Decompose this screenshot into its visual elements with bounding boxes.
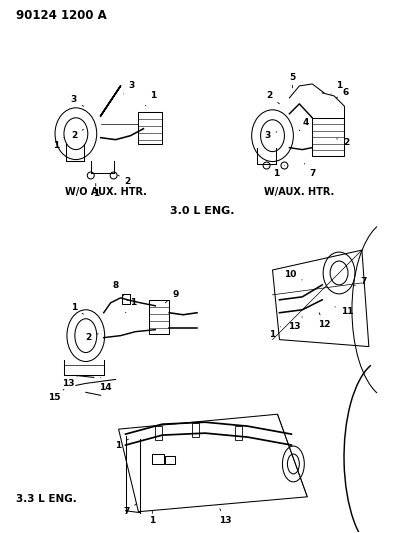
Text: 5: 5 <box>289 74 296 88</box>
Text: 13: 13 <box>288 317 302 331</box>
Bar <box>192 423 199 437</box>
Text: 3: 3 <box>71 95 83 106</box>
Text: 1: 1 <box>53 138 64 150</box>
Bar <box>165 456 175 464</box>
Bar <box>156 426 162 440</box>
Text: 11: 11 <box>335 307 353 316</box>
Text: 1: 1 <box>145 91 156 106</box>
Bar <box>149 300 169 334</box>
Bar <box>139 112 162 144</box>
Text: 2: 2 <box>266 91 279 104</box>
Text: 14: 14 <box>99 377 112 392</box>
Text: 6: 6 <box>336 88 349 98</box>
Text: 15: 15 <box>48 389 64 402</box>
Text: 1: 1 <box>93 183 99 198</box>
Text: 7: 7 <box>304 164 315 178</box>
Text: 3: 3 <box>124 82 134 94</box>
Text: 13: 13 <box>62 375 78 388</box>
Bar <box>122 294 130 304</box>
Text: 1: 1 <box>331 82 342 94</box>
Text: 1: 1 <box>71 303 83 314</box>
Bar <box>312 118 344 156</box>
Text: 7: 7 <box>124 504 136 516</box>
Text: W/O AUX. HTR.: W/O AUX. HTR. <box>65 188 147 197</box>
Text: 1: 1 <box>115 439 128 449</box>
Bar <box>235 426 242 440</box>
Text: 3: 3 <box>264 131 277 140</box>
Bar <box>152 454 164 464</box>
Text: 3.0 L ENG.: 3.0 L ENG. <box>170 206 234 216</box>
Text: 8: 8 <box>113 281 124 296</box>
Text: 1: 1 <box>269 327 281 339</box>
Text: 3.3 L ENG.: 3.3 L ENG. <box>16 494 77 504</box>
Text: 1: 1 <box>273 166 284 178</box>
Text: 7: 7 <box>354 277 367 286</box>
Text: 4: 4 <box>299 118 309 131</box>
Text: 2: 2 <box>118 175 131 186</box>
Text: 90124 1200 A: 90124 1200 A <box>16 9 107 22</box>
Text: 2: 2 <box>86 333 98 342</box>
Text: 2: 2 <box>71 130 83 140</box>
Text: W/AUX. HTR.: W/AUX. HTR. <box>264 188 335 197</box>
Text: 10: 10 <box>284 270 302 280</box>
Text: 2: 2 <box>337 138 349 147</box>
Text: 1: 1 <box>126 298 136 313</box>
Text: 9: 9 <box>165 290 178 303</box>
Text: 1: 1 <box>149 511 156 525</box>
Text: 13: 13 <box>219 508 231 525</box>
Text: 12: 12 <box>318 313 330 329</box>
